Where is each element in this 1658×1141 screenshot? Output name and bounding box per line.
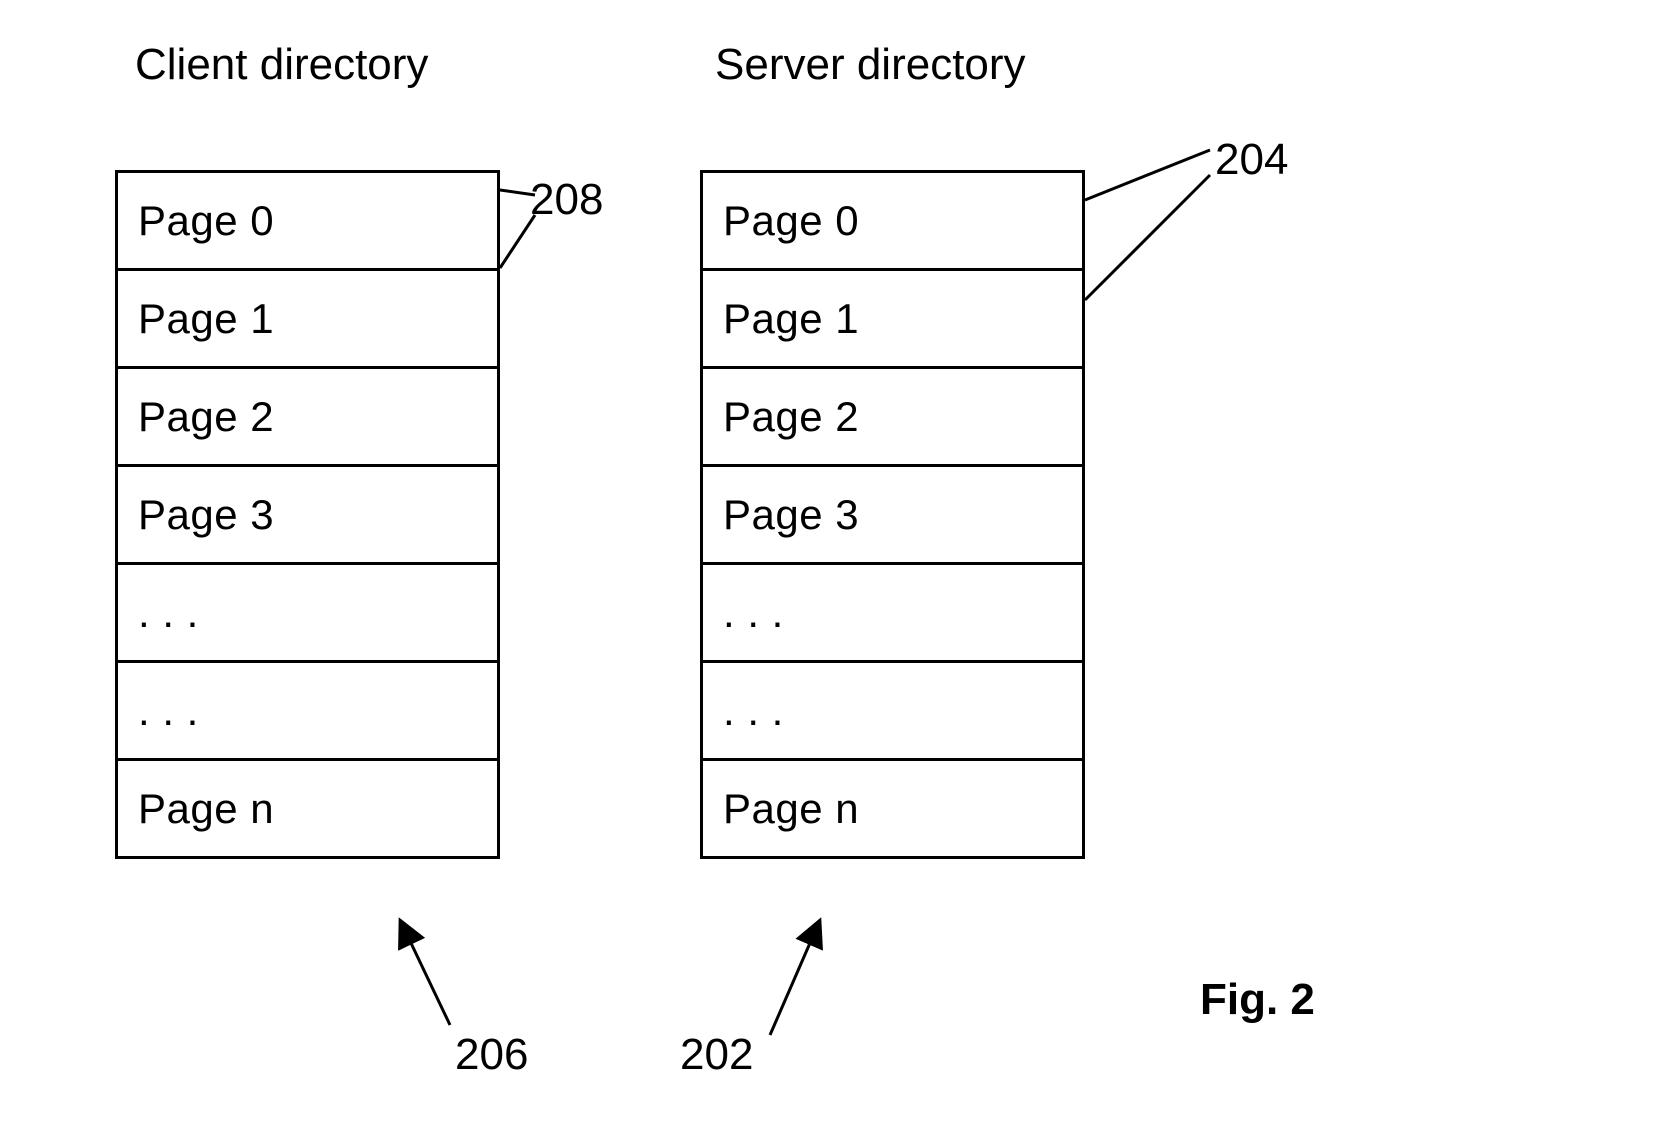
- server-page-label: . . .: [723, 687, 784, 735]
- client-page-row: Page 1: [118, 271, 497, 369]
- client-page-label: Page 0: [138, 197, 274, 245]
- server-directory-title: Server directory: [715, 40, 1026, 90]
- client-directory-title: Client directory: [135, 40, 428, 90]
- client-page-label: Page 1: [138, 295, 274, 343]
- server-page-row: Page 3: [703, 467, 1082, 565]
- server-page-row: . . .: [703, 565, 1082, 663]
- server-page-row: Page 2: [703, 369, 1082, 467]
- ref-204: 204: [1215, 135, 1288, 185]
- server-directory-box: Page 0 Page 1 Page 2 Page 3 . . . . . . …: [700, 170, 1085, 859]
- client-page-row: Page n: [118, 761, 497, 859]
- client-page-label: Page n: [138, 785, 274, 833]
- server-page-row: Page 1: [703, 271, 1082, 369]
- server-page-label: Page 0: [723, 197, 859, 245]
- server-page-row: Page 0: [703, 173, 1082, 271]
- client-page-row: Page 3: [118, 467, 497, 565]
- server-page-label: Page n: [723, 785, 859, 833]
- client-page-row: . . .: [118, 565, 497, 663]
- server-page-row: Page n: [703, 761, 1082, 859]
- client-page-row: Page 0: [118, 173, 497, 271]
- client-page-label: Page 3: [138, 491, 274, 539]
- ref-208: 208: [530, 175, 603, 225]
- figure-canvas: Client directory Server directory Page 0…: [0, 0, 1658, 1141]
- client-page-label: . . .: [138, 687, 199, 735]
- server-page-label: Page 2: [723, 393, 859, 441]
- client-page-row: . . .: [118, 663, 497, 761]
- server-page-label: Page 1: [723, 295, 859, 343]
- figure-label: Fig. 2: [1200, 975, 1315, 1025]
- client-page-label: . . .: [138, 589, 199, 637]
- ref-202: 202: [680, 1030, 753, 1080]
- server-page-label: Page 3: [723, 491, 859, 539]
- server-page-row: . . .: [703, 663, 1082, 761]
- client-page-row: Page 2: [118, 369, 497, 467]
- server-page-label: . . .: [723, 589, 784, 637]
- client-directory-box: Page 0 Page 1 Page 2 Page 3 . . . . . . …: [115, 170, 500, 859]
- ref-206: 206: [455, 1030, 528, 1080]
- client-page-label: Page 2: [138, 393, 274, 441]
